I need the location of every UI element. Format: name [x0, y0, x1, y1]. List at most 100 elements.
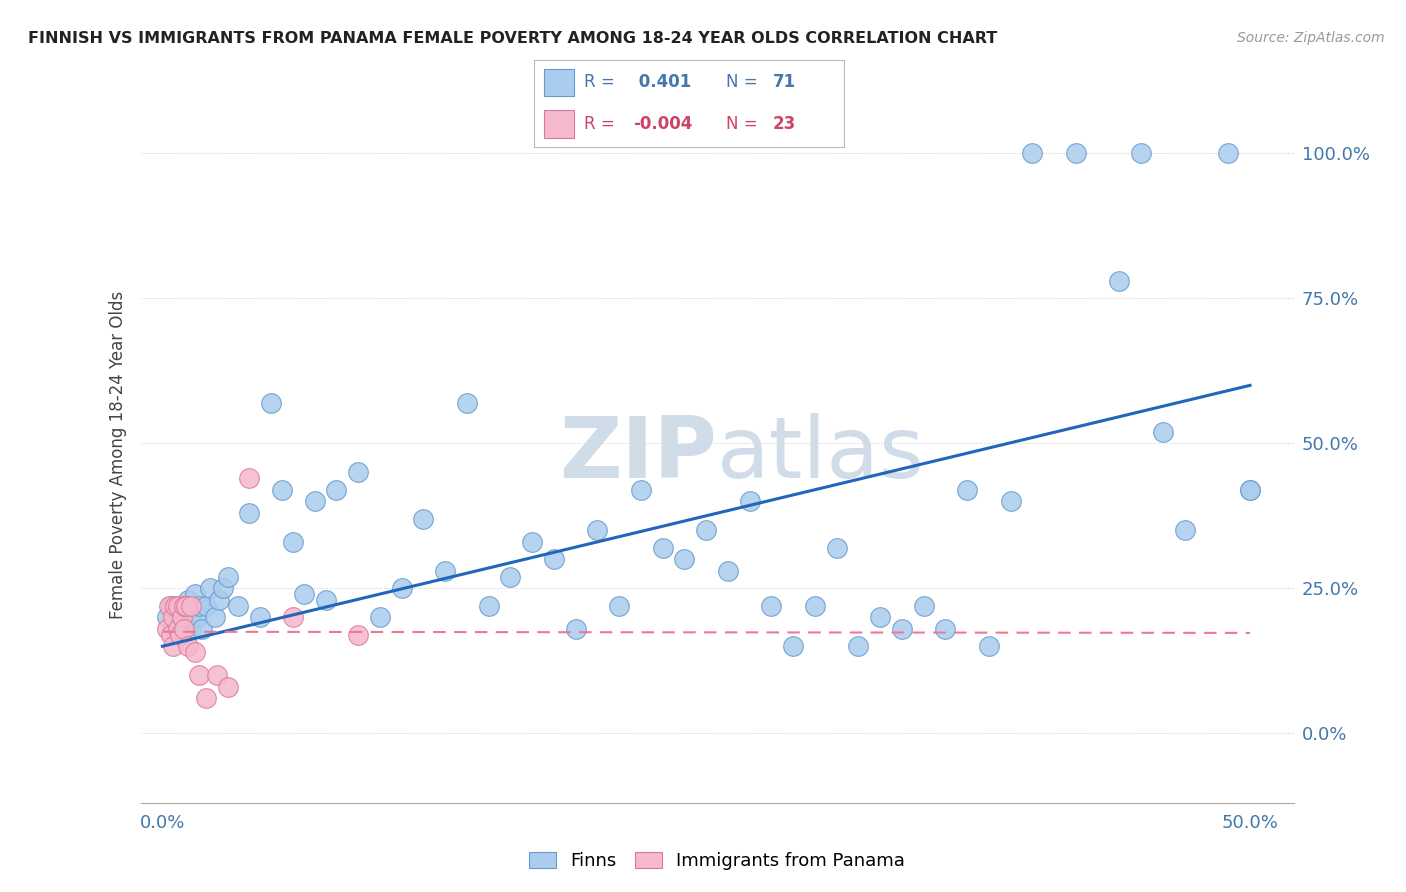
Text: 71: 71 [772, 73, 796, 92]
Point [169, 628, 191, 642]
Point [1130, 146, 1153, 161]
Point [825, 541, 848, 555]
Point [281, 610, 304, 624]
Point [190, 622, 212, 636]
Point [695, 523, 717, 537]
Point [564, 622, 586, 636]
Point [281, 534, 304, 549]
Point [891, 622, 914, 636]
Point [869, 610, 891, 624]
Point [630, 483, 652, 497]
FancyBboxPatch shape [544, 69, 575, 96]
Point [174, 610, 197, 624]
Point [212, 582, 235, 596]
Point [217, 570, 239, 584]
Point [166, 605, 188, 619]
Point [177, 639, 200, 653]
Point [204, 610, 226, 624]
Point [200, 582, 222, 596]
Point [180, 599, 202, 613]
Text: N =: N = [725, 115, 758, 134]
Point [456, 396, 478, 410]
Point [368, 610, 391, 624]
Point [977, 639, 1000, 653]
Point [186, 610, 208, 624]
Text: atlas: atlas [717, 413, 925, 497]
Point [1218, 146, 1240, 161]
Point [194, 599, 217, 613]
Text: Source: ZipAtlas.com: Source: ZipAtlas.com [1237, 31, 1385, 45]
Point [607, 599, 630, 613]
Point [188, 668, 211, 682]
Point [651, 541, 673, 555]
Point [166, 599, 188, 613]
Point [181, 605, 204, 619]
Point [586, 523, 609, 537]
Point [173, 599, 195, 613]
Point [238, 471, 260, 485]
Point [912, 599, 935, 613]
Point [173, 599, 195, 613]
Point [160, 599, 183, 613]
Point [169, 628, 191, 642]
Point [184, 587, 207, 601]
Point [157, 599, 180, 613]
Point [160, 628, 183, 642]
Point [271, 483, 294, 497]
Point [782, 639, 804, 653]
Point [1174, 523, 1197, 537]
Point [188, 599, 211, 613]
Point [1152, 425, 1174, 439]
Point [934, 622, 956, 636]
Point [260, 396, 283, 410]
Point [304, 494, 326, 508]
Text: FINNISH VS IMMIGRANTS FROM PANAMA FEMALE POVERTY AMONG 18-24 YEAR OLDS CORRELATI: FINNISH VS IMMIGRANTS FROM PANAMA FEMALE… [28, 31, 997, 46]
Text: R =: R = [583, 115, 614, 134]
Point [162, 639, 184, 653]
Point [391, 582, 413, 596]
Point [162, 622, 184, 636]
Point [956, 483, 979, 497]
Text: N =: N = [725, 73, 758, 92]
Text: ZIP: ZIP [560, 413, 717, 497]
Point [738, 494, 761, 508]
Point [217, 680, 239, 694]
Point [717, 564, 740, 578]
Y-axis label: Female Poverty Among 18-24 Year Olds: Female Poverty Among 18-24 Year Olds [108, 291, 127, 619]
Point [194, 691, 217, 706]
Point [347, 628, 370, 642]
Point [170, 610, 193, 624]
Point [238, 506, 260, 520]
Point [165, 599, 187, 613]
Point [205, 668, 228, 682]
Point [180, 622, 202, 636]
Point [1064, 146, 1087, 161]
Point [1000, 494, 1022, 508]
Point [208, 592, 231, 607]
Point [761, 599, 783, 613]
Text: R =: R = [583, 73, 614, 92]
Point [156, 610, 179, 624]
Point [499, 570, 522, 584]
Point [184, 645, 207, 659]
Point [412, 511, 434, 525]
Point [170, 615, 193, 630]
Point [347, 466, 370, 480]
Point [1239, 483, 1261, 497]
Point [804, 599, 827, 613]
Point [156, 622, 179, 636]
Point [543, 552, 565, 566]
Point [520, 534, 543, 549]
Point [1239, 483, 1261, 497]
FancyBboxPatch shape [544, 111, 575, 138]
Point [292, 587, 315, 601]
Point [673, 552, 696, 566]
Text: 0.401: 0.401 [633, 73, 692, 92]
Point [173, 622, 195, 636]
Point [166, 622, 188, 636]
Point [848, 639, 870, 653]
Point [1108, 274, 1130, 288]
Point [434, 564, 457, 578]
Point [162, 610, 184, 624]
Text: 23: 23 [772, 115, 796, 134]
